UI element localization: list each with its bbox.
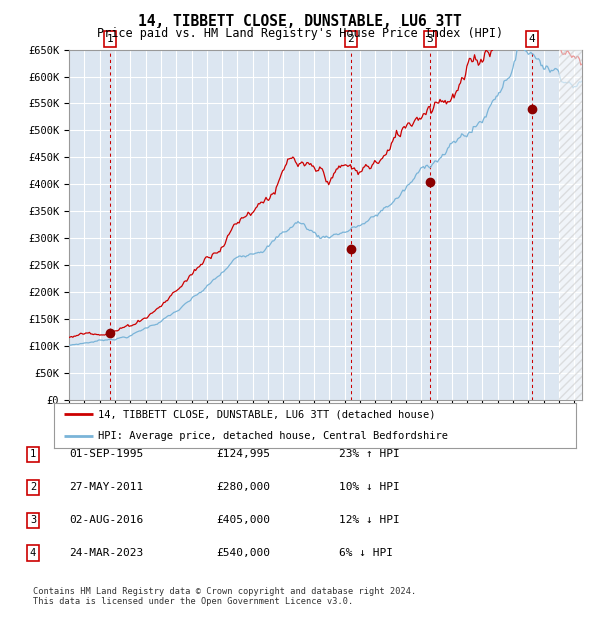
Text: £280,000: £280,000 [216,482,270,492]
Text: 24-MAR-2023: 24-MAR-2023 [69,548,143,558]
Text: £405,000: £405,000 [216,515,270,525]
Text: 3: 3 [30,515,36,525]
Text: Price paid vs. HM Land Registry's House Price Index (HPI): Price paid vs. HM Land Registry's House … [97,27,503,40]
Text: HPI: Average price, detached house, Central Bedfordshire: HPI: Average price, detached house, Cent… [98,432,448,441]
Text: Contains HM Land Registry data © Crown copyright and database right 2024.
This d: Contains HM Land Registry data © Crown c… [33,587,416,606]
Text: £540,000: £540,000 [216,548,270,558]
Text: 12% ↓ HPI: 12% ↓ HPI [339,515,400,525]
Text: 01-SEP-1995: 01-SEP-1995 [69,450,143,459]
Text: £124,995: £124,995 [216,450,270,459]
Text: 6% ↓ HPI: 6% ↓ HPI [339,548,393,558]
Text: 14, TIBBETT CLOSE, DUNSTABLE, LU6 3TT (detached house): 14, TIBBETT CLOSE, DUNSTABLE, LU6 3TT (d… [98,409,436,419]
Text: 1: 1 [107,34,113,44]
Text: 27-MAY-2011: 27-MAY-2011 [69,482,143,492]
Text: 10% ↓ HPI: 10% ↓ HPI [339,482,400,492]
Text: 4: 4 [30,548,36,558]
Text: 14, TIBBETT CLOSE, DUNSTABLE, LU6 3TT: 14, TIBBETT CLOSE, DUNSTABLE, LU6 3TT [138,14,462,29]
Text: 3: 3 [427,34,433,44]
Text: 02-AUG-2016: 02-AUG-2016 [69,515,143,525]
Text: 2: 2 [347,34,354,44]
Text: 23% ↑ HPI: 23% ↑ HPI [339,450,400,459]
Text: 4: 4 [529,34,535,44]
Text: 2: 2 [30,482,36,492]
Bar [559,50,582,400]
Text: 1: 1 [30,450,36,459]
